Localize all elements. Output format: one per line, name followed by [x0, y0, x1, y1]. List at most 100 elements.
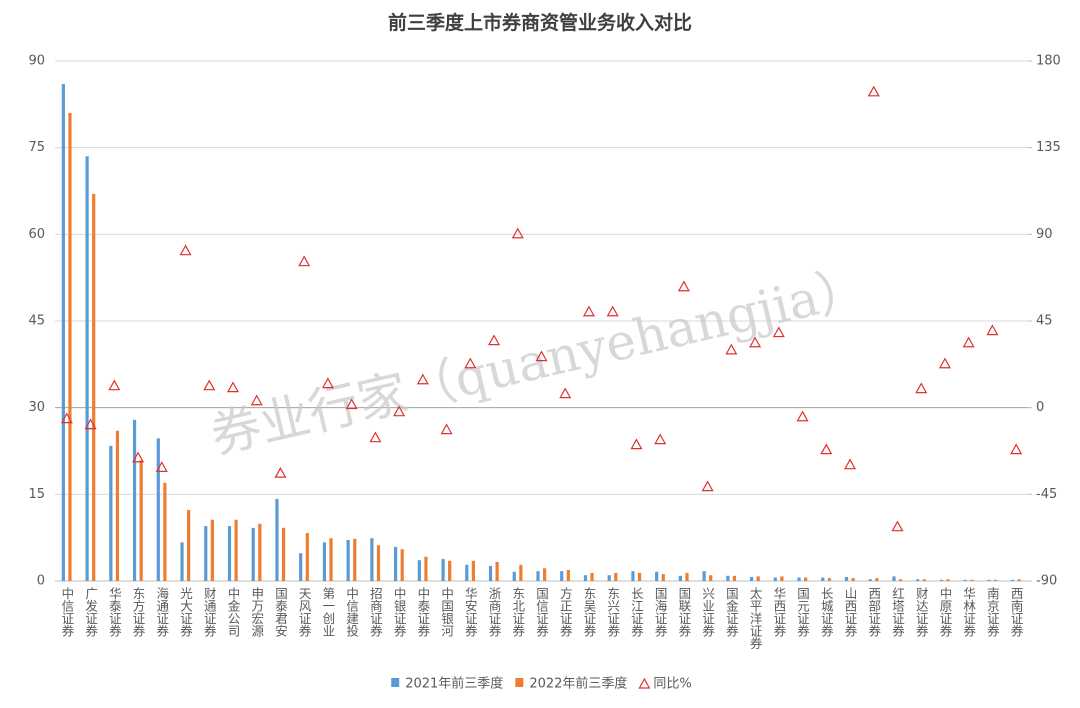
bar [495, 561, 499, 581]
bar [251, 527, 255, 581]
bar [655, 571, 659, 581]
bar [827, 578, 831, 581]
bar [448, 560, 452, 581]
x-tick-label: 第一创业 [320, 587, 335, 637]
bar [637, 572, 642, 581]
triangle-marker [962, 336, 975, 348]
legend-item: 2022年前三季度 [515, 676, 627, 692]
y2-tick-label: 135 [1036, 140, 1061, 155]
triangle-marker [60, 412, 73, 424]
y-tick-label: 0 [37, 574, 45, 589]
bar [583, 575, 588, 581]
bar [560, 571, 564, 581]
y2-tick-label: -90 [1036, 574, 1057, 589]
x-tick-label: 中金公司 [225, 586, 240, 637]
x-tick-label: 国海证券 [653, 587, 668, 637]
triangle-marker [274, 466, 287, 478]
bar [156, 438, 160, 581]
x-tick-label: 山西证券 [843, 587, 858, 637]
legend-marker [391, 678, 400, 687]
x-tick-label: 东北证券 [510, 587, 525, 637]
triangle-marker [867, 85, 880, 97]
bar [970, 579, 974, 581]
bar [488, 565, 493, 581]
bar [749, 576, 754, 581]
bar [370, 538, 374, 581]
x-tick-label: 西南证券 [1009, 587, 1024, 637]
x-tick-label: 红塔证券 [890, 586, 905, 637]
x-tick-label: 长城证券 [819, 587, 834, 637]
y-tick-label: 45 [28, 314, 45, 329]
bar [234, 519, 238, 581]
bar [258, 523, 262, 581]
y-tick-label: 75 [28, 140, 45, 155]
bar [868, 579, 872, 581]
triangle-marker [345, 398, 358, 410]
x-tick-label: 广发证券 [83, 587, 98, 637]
bar [946, 579, 950, 581]
bar [916, 579, 920, 581]
bar [227, 526, 232, 581]
bar [756, 576, 760, 581]
bar [299, 553, 303, 581]
bar [726, 575, 730, 581]
bar [465, 564, 469, 581]
triangle-marker [179, 244, 192, 256]
triangle-marker [84, 418, 97, 430]
bar [590, 572, 594, 581]
x-tick-label: 兴业证券 [700, 587, 715, 637]
bar [1011, 579, 1015, 581]
triangle-marker [606, 305, 619, 317]
triangle-marker [203, 379, 216, 391]
bar [851, 578, 855, 581]
y2-tick-label: 90 [1036, 227, 1053, 242]
x-tick-label: 中泰证券 [415, 586, 430, 637]
bar [543, 568, 547, 581]
triangle-marker [108, 379, 121, 391]
x-tick-label: 招商证券 [368, 587, 383, 637]
x-tick-label: 东兴证券 [605, 587, 620, 637]
x-tick-label: 国泰君安 [273, 587, 288, 637]
legend-label: 同比% [653, 677, 691, 692]
x-tick-label: 中原证券 [937, 586, 952, 637]
x-tick-label: 东方证券 [131, 587, 146, 637]
x-tick-label: 天风证券 [297, 587, 312, 637]
x-tick-label: 财达证券 [914, 587, 929, 637]
bar [519, 564, 523, 581]
bar [204, 526, 208, 581]
triangle-marker [938, 357, 951, 369]
y2-tick-label: 180 [1036, 54, 1061, 69]
triangle-marker [891, 520, 904, 532]
bar [376, 545, 381, 581]
bar [631, 571, 635, 581]
y2-tick-label: 45 [1036, 314, 1053, 329]
triangle-marker [488, 334, 501, 346]
bar [353, 538, 357, 581]
y-tick-label: 15 [28, 487, 45, 502]
x-tick-label: 南京证券 [985, 586, 1000, 637]
triangle-marker [559, 387, 572, 399]
bar [92, 193, 96, 581]
bar [109, 445, 113, 581]
x-tick-label: 国元证券 [795, 587, 810, 637]
bar [180, 542, 184, 581]
legend-marker [638, 677, 651, 689]
bar [678, 575, 682, 581]
bar [607, 575, 611, 581]
bar [394, 546, 398, 581]
x-tick-label: 国信证券 [534, 587, 549, 637]
bar [773, 577, 777, 581]
triangle-marker [677, 280, 690, 292]
legend-item: 同比% [638, 677, 692, 692]
x-tick-label: 东吴证券 [581, 587, 596, 637]
x-tick-label: 申万宏源 [249, 587, 264, 638]
triangle-marker [915, 382, 928, 394]
bar [115, 430, 120, 581]
x-tick-label: 海通证券 [154, 586, 169, 637]
legend-item: 2021年前三季度 [391, 676, 503, 692]
bar [163, 482, 167, 581]
y-tick-label: 90 [28, 54, 45, 69]
x-tick-label: 中信建投 [344, 586, 359, 637]
x-tick-label: 西部证券 [866, 587, 881, 637]
triangle-marker [725, 343, 738, 355]
